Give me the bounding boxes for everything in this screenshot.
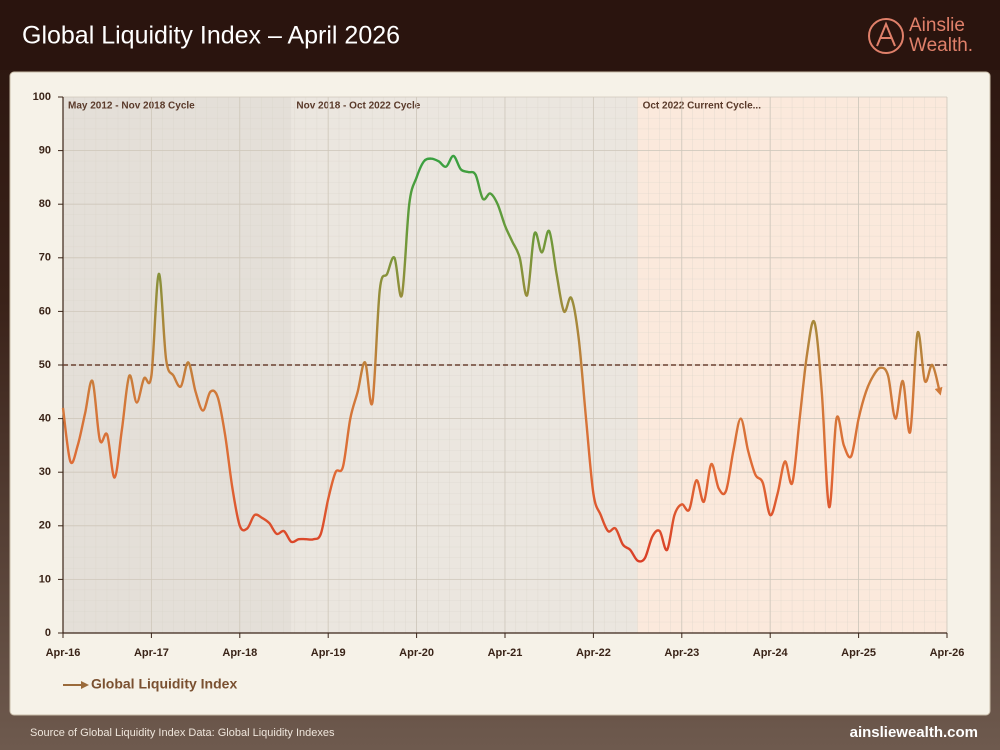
y-tick-label: 40 — [39, 413, 51, 425]
logo: Ainslie Wealth. — [868, 15, 973, 56]
y-tick-label: 10 — [39, 573, 51, 585]
logo-icon — [868, 18, 904, 54]
logo-text: Ainslie — [909, 15, 965, 36]
x-tick-label: Apr-17 — [134, 647, 169, 659]
chart-title: Global Liquidity Index – April 2026 — [22, 22, 400, 50]
source: Source of Global Liquidity Index Data: G… — [30, 727, 335, 739]
y-tick-label: 100 — [33, 91, 51, 103]
y-tick-label: 90 — [39, 145, 51, 157]
header — [0, 0, 1000, 70]
series-line — [61, 154, 943, 563]
x-tick-label: Apr-20 — [399, 647, 434, 659]
y-tick-label: 30 — [39, 466, 51, 478]
x-tick-label: Apr-16 — [46, 647, 81, 659]
region-label: Oct 2022 Current Cycle... — [643, 101, 762, 112]
logo-mark — [876, 21, 896, 47]
region-label: Nov 2018 - Oct 2022 Cycle — [296, 101, 420, 112]
y-tick-label: 20 — [39, 520, 51, 532]
y-tick-label: 0 — [45, 627, 51, 639]
x-tick-label: Apr-25 — [841, 647, 876, 659]
region-label: May 2012 - Nov 2018 Cycle — [68, 101, 195, 112]
x-tick-label: Apr-26 — [930, 647, 965, 659]
x-tick-label: Apr-23 — [664, 647, 699, 659]
legend-label: Global Liquidity Index — [91, 676, 237, 692]
y-tick-label: 60 — [39, 305, 51, 317]
x-tick-label: Apr-21 — [488, 647, 523, 659]
x-tick-label: Apr-19 — [311, 647, 346, 659]
plot: May 2012 - Nov 2018 Cycle Nov 2018 - Oct … — [33, 91, 965, 692]
website: ainsliewealth.com — [850, 724, 978, 741]
y-tick-label: 50 — [39, 359, 51, 371]
x-tick-label: Apr-24 — [753, 647, 789, 659]
x-tick-label: Apr-22 — [576, 647, 611, 659]
y-tick-label: 70 — [39, 252, 51, 264]
y-tick-label: 80 — [39, 198, 51, 210]
logo-text: Wealth. — [909, 35, 973, 56]
x-tick-label: Apr-18 — [222, 647, 257, 659]
